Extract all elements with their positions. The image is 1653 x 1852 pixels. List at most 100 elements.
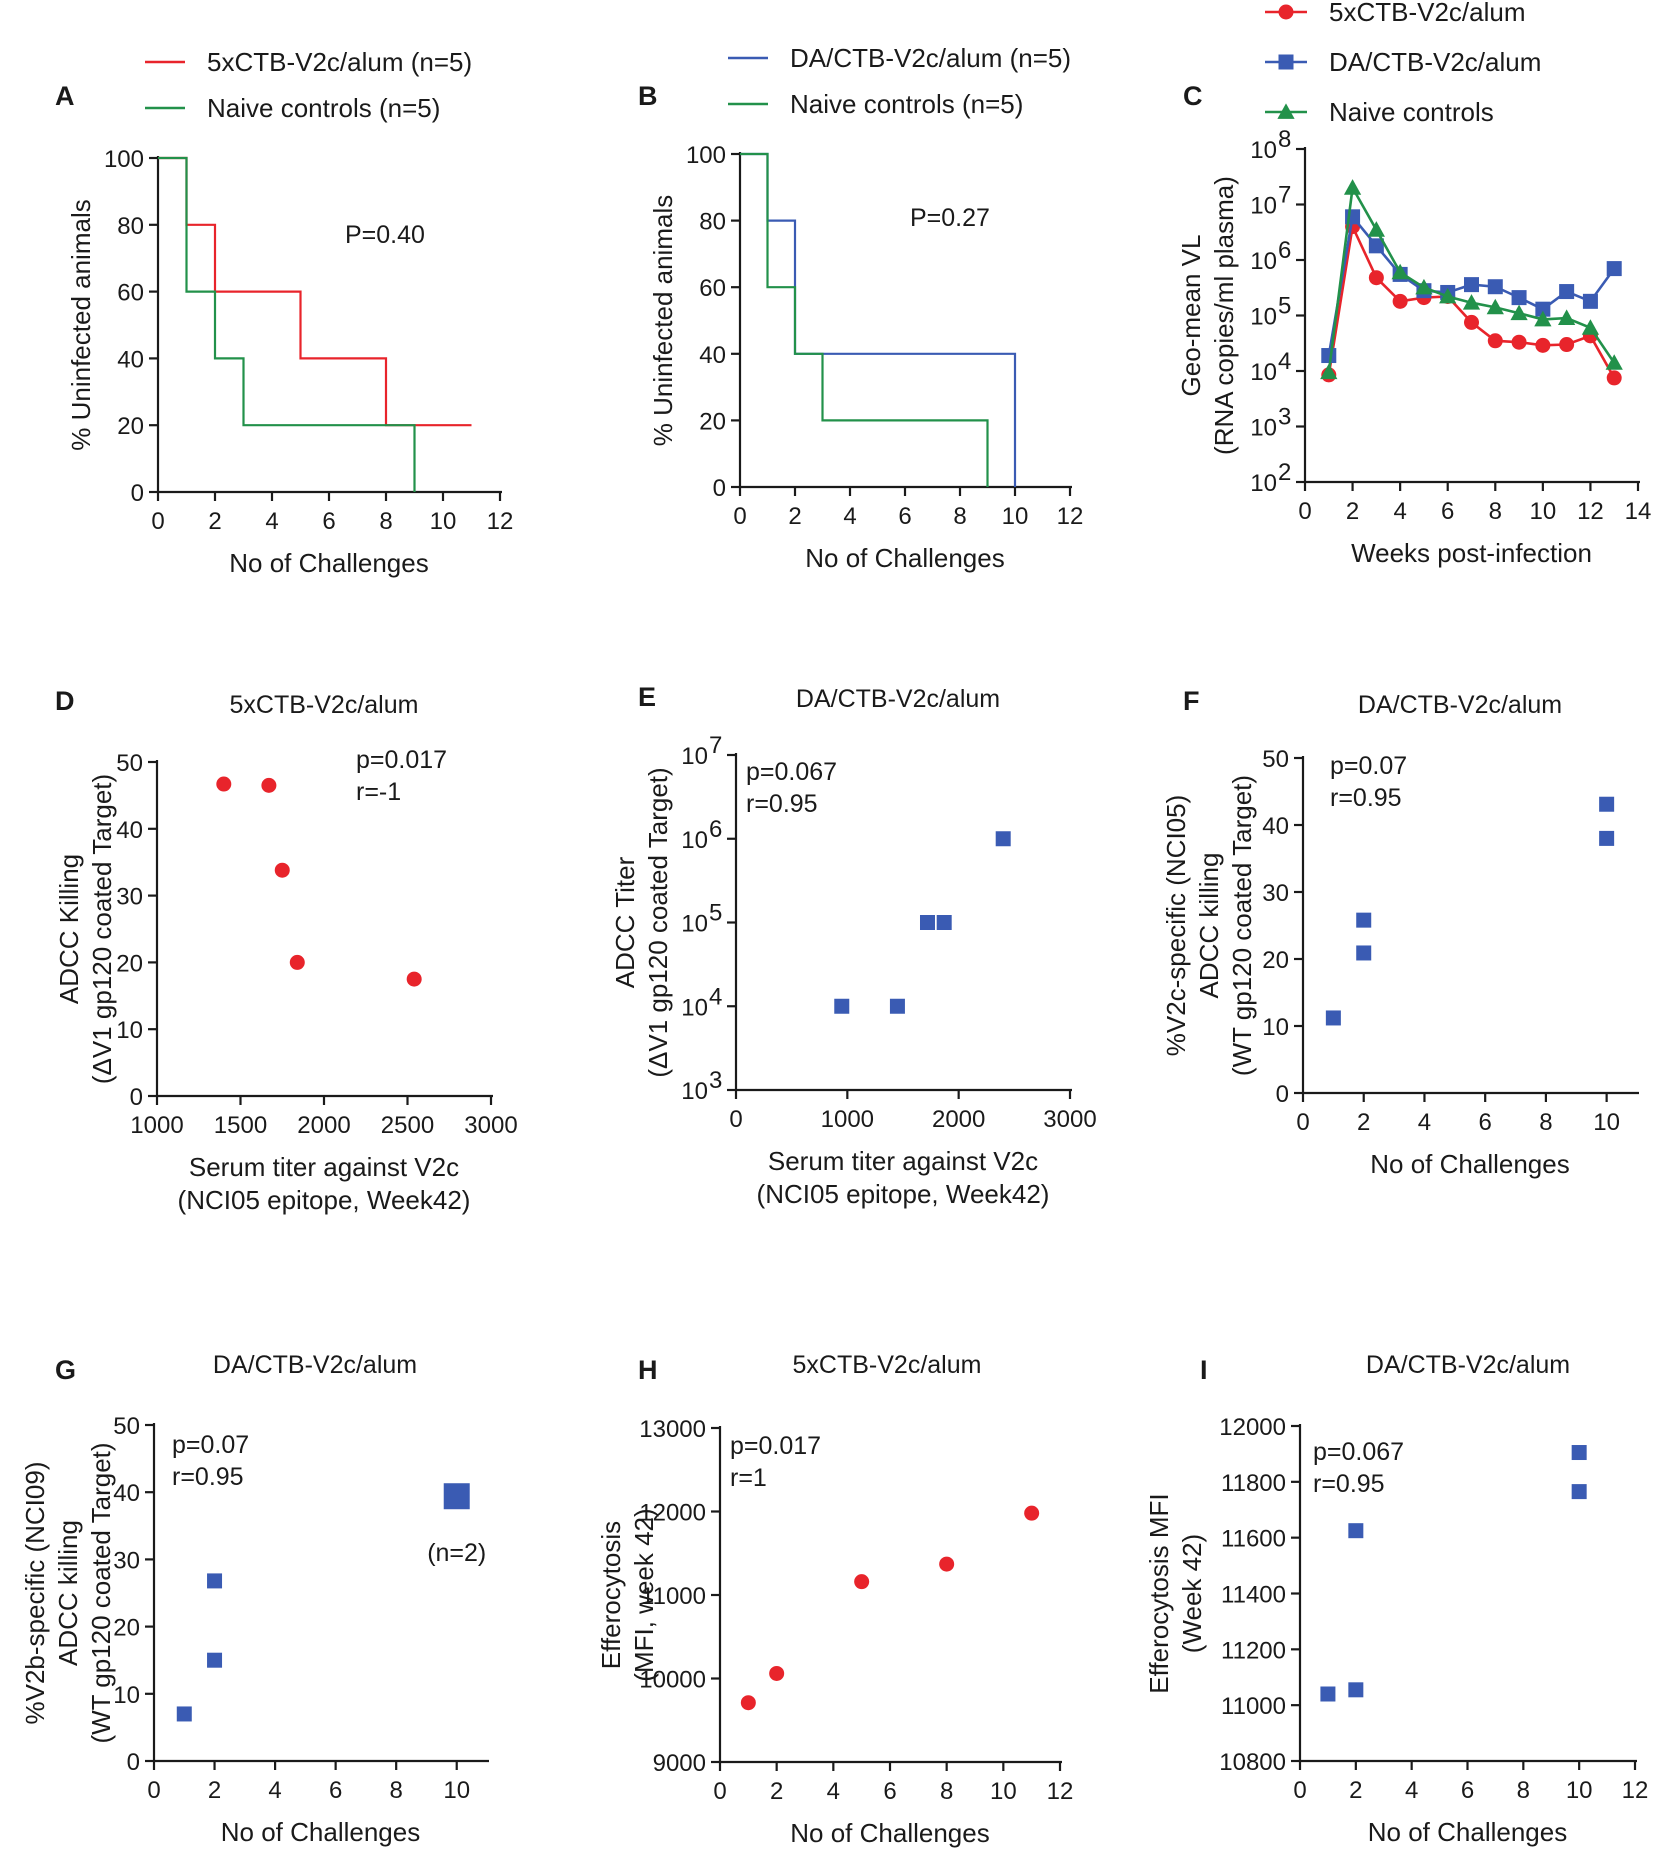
data-point	[1367, 221, 1385, 237]
y-axis-label: Efferocytosis MFI	[1144, 1493, 1174, 1693]
y-tick-label: 12000	[639, 1500, 706, 1527]
x-tick-label: 4	[268, 1777, 281, 1804]
data-point	[1559, 284, 1575, 300]
y-tick-label: 10	[681, 911, 708, 938]
x-tick-label: 2	[208, 1777, 221, 1804]
y-tick-label: 9000	[653, 1750, 706, 1777]
data-point	[1464, 277, 1479, 293]
y-tick-exponent: 7	[709, 732, 722, 759]
data-point	[1486, 298, 1504, 315]
x-tick-label: 0	[713, 1778, 726, 1805]
legend-marker	[1278, 54, 1294, 70]
y-tick-label: 30	[113, 1547, 140, 1574]
y-axis-label: % Uninfected animals	[66, 199, 96, 450]
x-tick-label: 8	[1489, 498, 1502, 525]
y-tick-label: 13000	[639, 1416, 706, 1443]
data-point	[1356, 912, 1372, 928]
legend: 5xCTB-V2c/alum (n=5) Naive controls (n=5)	[145, 47, 472, 123]
panel-g: G DA/CTB-V2c/alum 0 2 4 6 8 10 0 10 20 30 40 50 No of …	[20, 1351, 489, 1847]
data-point	[1606, 261, 1622, 277]
y-tick-label: 10	[681, 994, 708, 1021]
x-tick-label: 6	[1461, 1777, 1474, 1804]
data-point	[1599, 830, 1615, 846]
series-da-ctb-v2c-alum	[834, 831, 1011, 1014]
series-da-ctb-v2c-alum	[1320, 1445, 1587, 1702]
y-tick-label: 10	[1250, 470, 1277, 497]
data-point	[1606, 370, 1622, 386]
x-tick-label: 4	[1418, 1109, 1431, 1136]
y-tick-label: 100	[686, 142, 726, 169]
y-tick-label: 10	[1250, 193, 1277, 220]
data-point	[1535, 337, 1551, 353]
y-tick-exponent: 6	[1278, 237, 1291, 264]
stat-annotation: p=0.067	[746, 758, 837, 786]
x-axis-label: Serum titer against V2c	[189, 1152, 459, 1182]
y-tick-label: 10	[1250, 137, 1277, 164]
data-point	[443, 1483, 470, 1510]
panel-letter: H	[638, 1355, 658, 1385]
legend-label: 5xCTB-V2c/alum (n=5)	[207, 47, 472, 77]
y-tick-label: 60	[699, 275, 726, 302]
data-point	[1392, 293, 1408, 309]
x-tick-label: 8	[953, 503, 966, 530]
data-point	[176, 1706, 192, 1722]
data-point	[1571, 1484, 1587, 1500]
x-tick-label: 6	[898, 503, 911, 530]
data-point	[1368, 270, 1384, 286]
y-axis-label: ADCC killing	[1194, 853, 1224, 999]
x-tick-label: 8	[940, 1778, 953, 1805]
x-tick-label: 1500	[214, 1112, 267, 1139]
panel-letter: F	[1183, 686, 1200, 716]
y-tick-exponent: 5	[1278, 293, 1291, 320]
y-axis-label: Geo-mean VL	[1176, 235, 1206, 397]
x-tick-label: 12	[487, 508, 514, 535]
x-tick-label: 3000	[464, 1112, 517, 1139]
y-tick-label: 11000	[1221, 1693, 1286, 1720]
data-point	[854, 1574, 870, 1590]
data-point	[1464, 314, 1479, 330]
x-tick-label: 0	[1296, 1109, 1309, 1136]
x-tick-label: 2	[1346, 498, 1359, 525]
y-tick-label: 10000	[639, 1667, 706, 1694]
x-tick-label: 0	[147, 1777, 160, 1804]
data-point	[1356, 945, 1372, 961]
y-axis-label: (ΔV1 gp120 coated Target)	[87, 774, 117, 1084]
x-tick-label: 8	[1539, 1109, 1552, 1136]
data-point	[740, 1695, 756, 1711]
series-line	[740, 152, 989, 487]
data-point	[274, 862, 290, 878]
data-point	[1391, 263, 1409, 280]
chart-title: 5xCTB-V2c/alum	[230, 691, 419, 719]
y-tick-label: 30	[1262, 880, 1289, 907]
y-tick-exponent: 2	[1278, 459, 1291, 486]
x-tick-label: 0	[1298, 498, 1311, 525]
panel-letter: B	[638, 81, 658, 111]
x-axis-label: No of Challenges	[229, 548, 428, 578]
y-tick-label: 40	[699, 342, 726, 369]
y-axis-label: (WT gp120 coated Target)	[86, 1442, 116, 1743]
chart-title: 5xCTB-V2c/alum	[793, 1351, 982, 1379]
x-tick-label: 10	[1593, 1109, 1620, 1136]
legend-label: Naive controls (n=5)	[790, 89, 1023, 119]
series-naive-controls	[1320, 179, 1623, 380]
x-tick-label: 2	[1349, 1777, 1362, 1804]
x-tick-label: 0	[729, 1106, 742, 1133]
y-tick-label: 10800	[1219, 1749, 1286, 1776]
y-tick-label: 10	[113, 1682, 140, 1709]
y-tick-label: 80	[117, 213, 144, 240]
y-tick-label: 20	[117, 413, 144, 440]
y-tick-label: 10	[681, 827, 708, 854]
data-point	[289, 954, 305, 970]
data-point	[1605, 354, 1623, 370]
data-point	[1581, 319, 1600, 335]
legend-marker	[1278, 4, 1294, 20]
y-axis-label: (ΔV1 gp120 coated Target)	[643, 767, 673, 1077]
data-point	[1325, 1010, 1341, 1026]
data-point	[207, 1652, 223, 1668]
chart-title: DA/CTB-V2c/alum	[213, 1351, 417, 1379]
x-axis-label: Serum titer against V2c	[768, 1146, 1038, 1176]
data-point	[1368, 238, 1384, 254]
y-tick-label: 50	[1262, 746, 1289, 773]
stat-annotation: p=0.07	[1330, 752, 1407, 780]
